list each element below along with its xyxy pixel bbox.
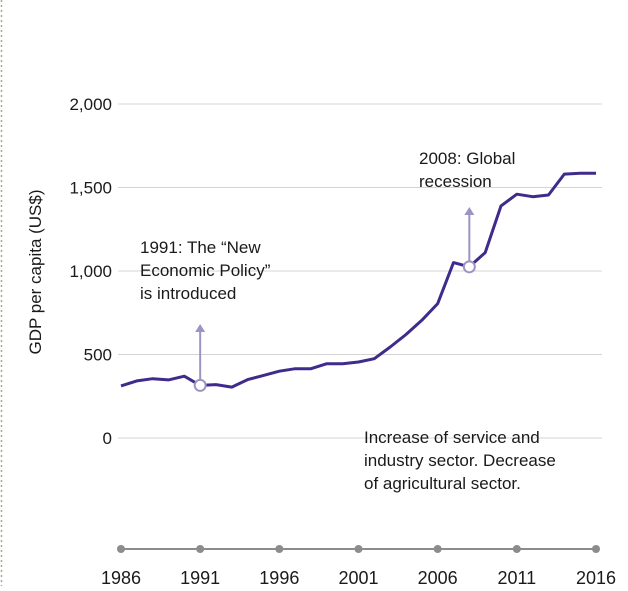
- timeline-dot: [354, 545, 363, 553]
- annotation-2008-line-1: 2008: Global: [419, 149, 515, 168]
- y-tick-label: 2,000: [69, 95, 112, 114]
- y-tick-labels: 0 500 1,000 1,500 2,000: [69, 95, 112, 448]
- x-tick-label: 2006: [418, 568, 458, 586]
- x-tick-label: 2011: [497, 568, 536, 586]
- annotation-2008: 2008: Global recession: [419, 149, 520, 191]
- timeline-dot: [196, 545, 205, 553]
- annotation-sector-line-2: industry sector. Decrease: [364, 451, 556, 470]
- annotation-1991-line-2: Economic Policy”: [140, 261, 271, 280]
- y-axis-label: GDP per capita (US$): [26, 189, 45, 354]
- annotation-1991-line-3: is introduced: [140, 284, 236, 303]
- grid: [118, 103, 602, 439]
- timeline-dot: [512, 545, 521, 553]
- x-tick-label: 2016: [576, 568, 616, 586]
- x-tick-label: 1986: [101, 568, 141, 586]
- x-tick-label: 1996: [259, 568, 299, 586]
- annotation-1991-line-1: 1991: The “New: [140, 238, 261, 257]
- timeline-dot: [117, 545, 125, 553]
- series: [120, 171, 596, 389]
- annotation-sector-line-3: of agricultural sector.: [364, 474, 521, 493]
- annotation-sector-line-1: Increase of service and: [364, 428, 540, 447]
- y-tick-label: 1,000: [69, 262, 112, 281]
- annotation-markers: [193, 260, 476, 392]
- annotation-marker: [193, 378, 207, 392]
- series-line: [120, 171, 596, 389]
- annotation-arrow-head: [464, 207, 475, 215]
- x-axis-timeline: [117, 545, 600, 553]
- y-tick-label: 0: [103, 429, 112, 448]
- y-tick-label: 500: [84, 346, 112, 365]
- annotation-arrow-head: [195, 324, 206, 332]
- timeline-dot: [275, 545, 284, 553]
- annotation-2008-line-2: recession: [419, 172, 492, 191]
- annotation-arrows: [195, 207, 475, 380]
- timeline-dot: [592, 545, 600, 553]
- annotation-sector: Increase of service and industry sector.…: [364, 428, 561, 493]
- x-tick-labels: 1986 1991 1996 2001 2006 2011 2016: [101, 568, 616, 588]
- x-tick-label: 1991: [180, 568, 220, 586]
- y-tick-label: 1,500: [69, 179, 112, 198]
- annotation-1991: 1991: The “New Economic Policy” is intro…: [140, 238, 275, 303]
- annotation-marker: [462, 260, 476, 274]
- x-tick-label: 2001: [338, 568, 378, 586]
- timeline-dot: [433, 545, 442, 553]
